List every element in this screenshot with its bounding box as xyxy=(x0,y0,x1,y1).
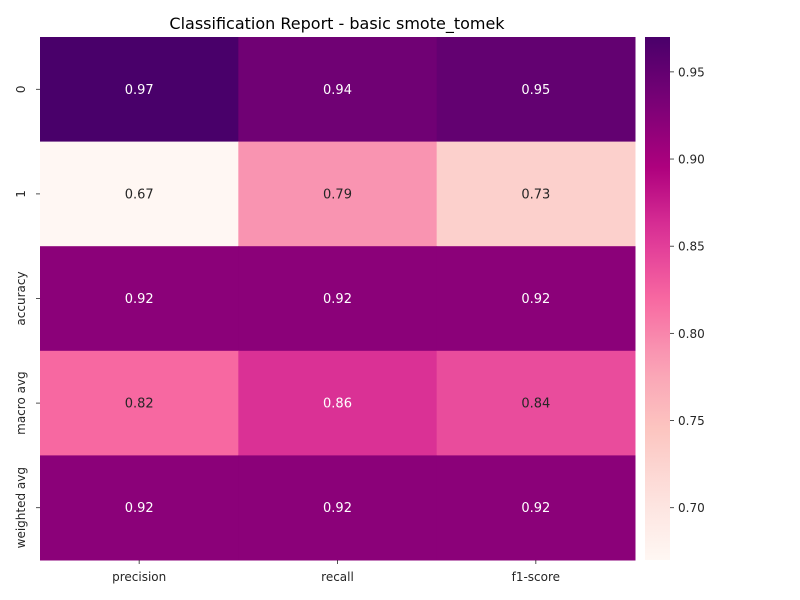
cell-value-label: 0.82 xyxy=(125,397,154,412)
heatmap-cell xyxy=(40,141,239,247)
cell-value-label: 0.86 xyxy=(323,397,352,412)
cell-value-label: 0.92 xyxy=(521,501,550,516)
cell-value-label: 0.84 xyxy=(521,397,550,412)
heatmap-cell xyxy=(436,141,636,247)
heatmap-cell xyxy=(436,37,636,143)
heatmap-cell xyxy=(238,37,438,143)
colorbar: 0.70 0.75 0.80 0.85 0.90 0.95 xyxy=(645,37,705,560)
colorbar-tick-label: 0.85 xyxy=(678,240,705,254)
y-axis: 0 1 accuracy macro avg weighted avg xyxy=(14,85,40,548)
cell-value-label: 0.92 xyxy=(323,292,352,307)
cell-value-label: 0.92 xyxy=(521,292,550,307)
heatmap-cell xyxy=(40,37,239,143)
heatmap-cell xyxy=(40,246,239,352)
colorbar-tick-label: 0.80 xyxy=(678,327,705,341)
y-tick-label: weighted avg xyxy=(14,467,28,548)
heatmap-cell xyxy=(40,350,239,456)
cell-value-label: 0.92 xyxy=(125,292,154,307)
colorbar-tick-label: 0.90 xyxy=(678,153,705,167)
heatmap-cell xyxy=(238,141,438,247)
heatmap-cell xyxy=(40,455,239,561)
cell-value-label: 0.79 xyxy=(323,187,352,202)
colorbar-gradient xyxy=(645,37,670,560)
y-tick-label: 0 xyxy=(14,85,28,93)
x-tick-label: precision xyxy=(112,570,166,584)
colorbar-tick-label: 0.70 xyxy=(678,501,705,515)
y-tick-label: accuracy xyxy=(14,271,28,325)
cell-value-label: 0.73 xyxy=(521,187,550,202)
chart-title: Classification Report - basic smote_tome… xyxy=(169,14,505,34)
cell-value-label: 0.95 xyxy=(521,83,550,98)
x-tick-label: f1-score xyxy=(512,570,560,584)
y-tick-label: macro avg xyxy=(14,371,28,435)
x-tick-label: recall xyxy=(321,570,354,584)
cell-value-label: 0.92 xyxy=(323,501,352,516)
colorbar-tick-label: 0.75 xyxy=(678,414,705,428)
heatmap-cell xyxy=(436,350,636,456)
cell-value-label: 0.92 xyxy=(125,501,154,516)
colorbar-tick-label: 0.95 xyxy=(678,65,705,79)
cell-value-label: 0.67 xyxy=(125,187,154,202)
heatmap-cell xyxy=(436,455,636,561)
heatmap-cell xyxy=(238,350,438,456)
cell-value-label: 0.97 xyxy=(125,83,154,98)
cell-value-label: 0.94 xyxy=(323,83,352,98)
heatmap-cell xyxy=(436,246,636,352)
heatmap-cells: 0.97 0.94 0.95 0.67 0.79 0.73 0.92 0.92 0.92 0.82… xyxy=(40,37,636,561)
y-tick-label: 1 xyxy=(14,190,28,198)
heatmap-cell xyxy=(238,455,438,561)
x-axis: precision recall f1-score xyxy=(112,560,560,584)
heatmap-cell xyxy=(238,246,438,352)
